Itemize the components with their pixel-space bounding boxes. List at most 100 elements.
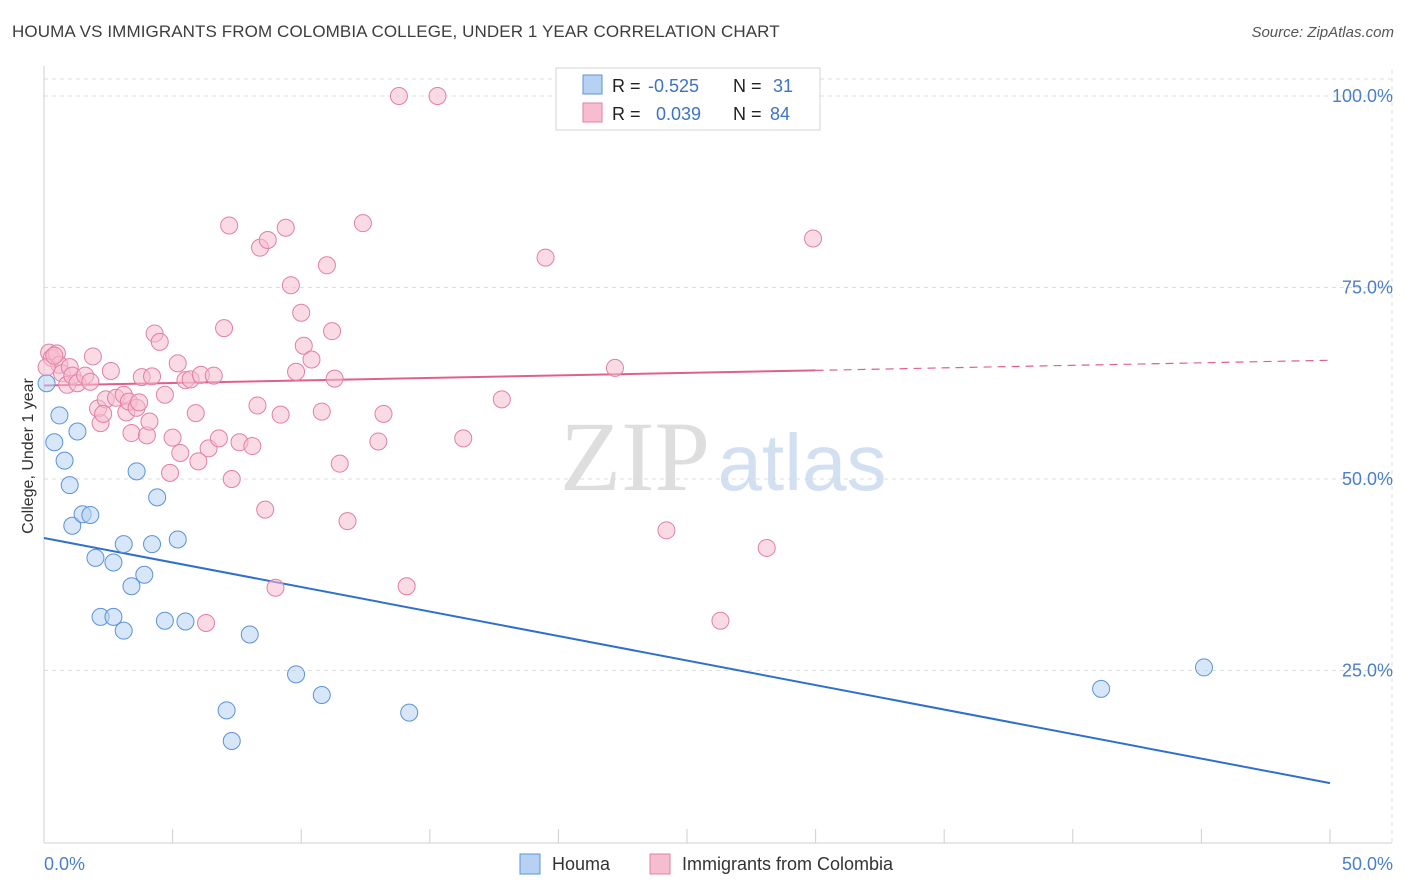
point-pink-42	[220, 216, 239, 235]
point-blue-17	[135, 565, 154, 584]
bottom-legend-swatch-colombia	[649, 853, 671, 875]
legend-n-label-1: N =	[733, 76, 762, 96]
point-pink-51	[271, 405, 290, 424]
point-pink-76	[711, 611, 730, 630]
point-pink-31	[168, 354, 187, 373]
point-pink-62	[330, 454, 349, 473]
point-pink-39	[204, 366, 223, 385]
point-pink-20	[122, 424, 141, 443]
y-axis-label: College, Under 1 year	[20, 378, 37, 534]
point-blue-20	[155, 611, 174, 630]
grid-lines	[44, 70, 1393, 843]
point-pink-75	[657, 521, 676, 540]
point-pink-63	[338, 512, 357, 531]
point-pink-82	[130, 393, 149, 412]
point-pink-58	[312, 402, 331, 421]
legend-n-value-1: 31	[773, 76, 793, 96]
point-blue-9	[86, 548, 105, 567]
bottom-legend-label-houma: Houma	[552, 854, 611, 874]
point-pink-66	[374, 404, 393, 423]
point-blue-18	[143, 535, 162, 554]
point-blue-25	[240, 625, 259, 644]
point-blue-21	[168, 530, 187, 549]
point-blue-30	[1194, 658, 1213, 677]
point-blue-4	[60, 476, 79, 495]
point-blue-14	[114, 535, 133, 554]
point-blue-11	[104, 553, 123, 572]
point-blue-28	[400, 703, 419, 722]
chart-title: HOUMA VS IMMIGRANTS FROM COLOMBIA COLLEG…	[12, 22, 780, 41]
point-pink-10	[81, 372, 100, 391]
point-pink-60	[323, 322, 342, 341]
legend-r-value-2: 0.039	[656, 104, 701, 124]
point-pink-29	[161, 463, 180, 482]
point-pink-24	[140, 412, 159, 431]
trend-lines	[43, 359, 1331, 785]
point-pink-25	[143, 367, 162, 386]
point-pink-28	[155, 385, 174, 404]
axes	[43, 66, 1392, 844]
legend-n-value-2: 84	[770, 104, 790, 124]
point-blue-2	[50, 406, 69, 425]
bottom-legend-label-colombia: Immigrants from Colombia	[682, 854, 894, 874]
point-pink-78	[804, 229, 823, 248]
point-blue-29	[1092, 679, 1111, 698]
legend-swatch-colombia	[582, 102, 603, 123]
legend-swatch-houma	[582, 74, 603, 95]
data-points	[37, 87, 1213, 750]
point-blue-23	[217, 701, 236, 720]
point-blue-6	[68, 422, 87, 441]
point-pink-65	[369, 432, 388, 451]
legend-r-value-1: -0.525	[648, 76, 699, 96]
point-pink-37	[197, 614, 216, 633]
point-blue-13	[114, 621, 133, 640]
point-pink-46	[248, 396, 267, 415]
point-pink-68	[397, 577, 416, 596]
point-blue-12	[104, 607, 123, 626]
point-pink-32	[171, 443, 190, 462]
point-pink-57	[302, 350, 321, 369]
bottom-legend-swatch-houma	[519, 853, 541, 875]
trend-line-blue	[43, 536, 1331, 785]
point-pink-71	[492, 390, 511, 409]
point-pink-67	[389, 87, 408, 105]
point-pink-80	[45, 346, 64, 365]
y-tick-label-3: 100.0%	[1332, 86, 1393, 106]
trend-line-pink	[43, 369, 816, 387]
point-blue-1	[45, 433, 64, 452]
point-pink-48	[256, 500, 275, 519]
legend-r-label-1: R =	[612, 76, 641, 96]
trend-line-pink-extension	[815, 359, 1331, 371]
point-pink-35	[186, 404, 205, 423]
point-blue-3	[55, 451, 74, 470]
bottom-legend: Houma Immigrants from Colombia	[519, 853, 894, 875]
point-pink-11	[83, 347, 102, 366]
point-pink-64	[353, 214, 372, 233]
point-pink-49	[258, 231, 277, 250]
watermark-atlas: atlas	[718, 418, 887, 507]
point-pink-56	[294, 336, 313, 355]
watermark: ZIP atlas	[560, 401, 886, 512]
point-pink-30	[163, 428, 182, 447]
point-pink-69	[428, 87, 447, 105]
point-pink-45	[243, 437, 262, 456]
y-tick-label-2: 75.0%	[1342, 278, 1393, 298]
point-pink-53	[281, 276, 300, 295]
point-pink-77	[757, 538, 776, 557]
point-pink-50	[266, 578, 285, 597]
point-blue-5	[63, 516, 82, 535]
y-tick-label-0: 25.0%	[1342, 661, 1393, 681]
point-blue-16	[127, 462, 146, 481]
point-pink-41	[215, 319, 234, 338]
legend-r-label-2: R =	[612, 104, 641, 124]
point-pink-83	[189, 452, 208, 471]
point-pink-52	[276, 218, 295, 237]
point-pink-54	[287, 362, 306, 381]
x-tick-label-0: 0.0%	[44, 854, 85, 874]
point-blue-15	[122, 577, 141, 596]
point-pink-61	[325, 369, 344, 388]
point-blue-26	[287, 665, 306, 684]
y-tick-label-1: 50.0%	[1342, 469, 1393, 489]
point-pink-81	[94, 404, 113, 423]
